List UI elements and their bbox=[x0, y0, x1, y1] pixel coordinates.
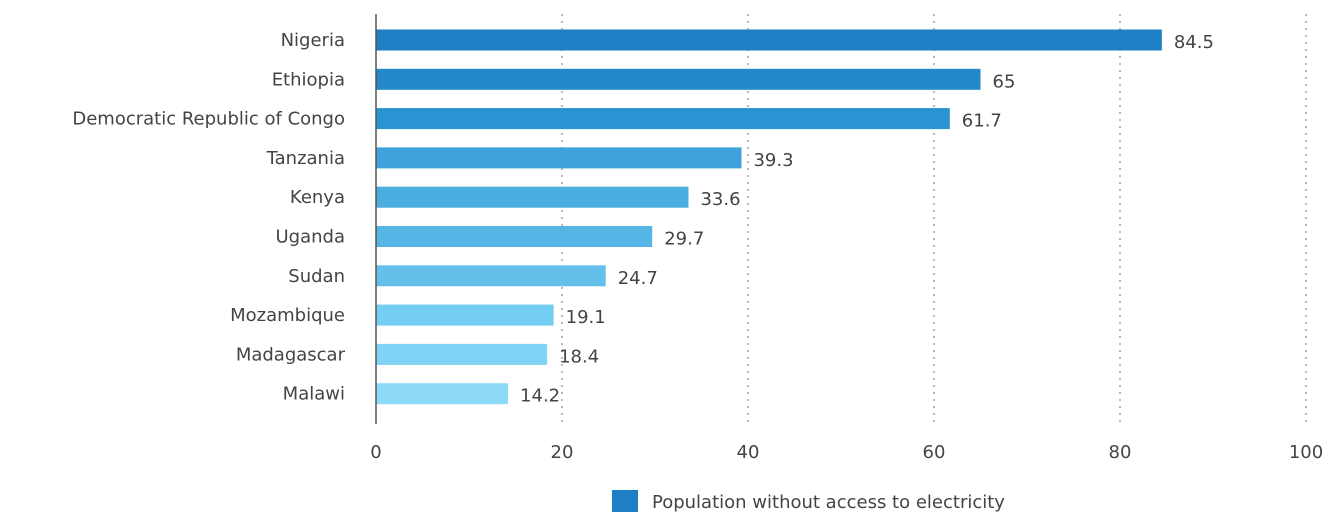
bar bbox=[376, 383, 509, 405]
category-label: Malawi bbox=[283, 384, 345, 405]
category-label: Sudan bbox=[288, 266, 345, 287]
bar bbox=[376, 29, 1162, 51]
legend-label: Population without access to electricity bbox=[652, 492, 1005, 513]
bar bbox=[376, 147, 742, 169]
category-label: Tanzania bbox=[266, 148, 345, 169]
bar bbox=[376, 186, 689, 208]
category-label: Nigeria bbox=[281, 30, 345, 51]
bars bbox=[376, 29, 1162, 405]
category-label: Madagascar bbox=[236, 344, 346, 365]
bar bbox=[376, 68, 981, 90]
category-labels: Nigeria Ethiopia Democratic Republic of Co… bbox=[72, 30, 345, 405]
value-label: 33.6 bbox=[700, 189, 740, 210]
value-label: 19.1 bbox=[566, 307, 606, 328]
category-label: Ethiopia bbox=[272, 69, 345, 90]
value-label: 24.7 bbox=[618, 268, 658, 289]
category-label: Kenya bbox=[290, 187, 345, 208]
value-label: 65 bbox=[993, 71, 1016, 92]
x-tick-label: 80 bbox=[1109, 442, 1132, 463]
category-label: Uganda bbox=[276, 227, 346, 248]
value-labels: 84.5 65 61.7 39.3 33.6 29.7 24.7 19.1 18.4 14.2 bbox=[520, 32, 1214, 407]
category-label: Democratic Republic of Congo bbox=[72, 109, 345, 130]
legend: Population without access to electricity bbox=[612, 490, 1005, 513]
x-tick-label: 100 bbox=[1289, 442, 1323, 463]
value-label: 39.3 bbox=[753, 150, 793, 171]
x-tick-label: 20 bbox=[551, 442, 574, 463]
value-label: 18.4 bbox=[559, 346, 599, 367]
bar bbox=[376, 343, 548, 365]
category-label: Mozambique bbox=[230, 305, 345, 326]
bar bbox=[376, 265, 606, 287]
x-tick-label: 40 bbox=[737, 442, 760, 463]
value-label: 29.7 bbox=[664, 229, 704, 250]
value-label: 14.2 bbox=[520, 386, 560, 407]
bar bbox=[376, 108, 950, 130]
legend-swatch bbox=[612, 490, 638, 512]
bar bbox=[376, 304, 554, 326]
value-label: 61.7 bbox=[962, 111, 1002, 132]
bar bbox=[376, 226, 653, 247]
value-label: 84.5 bbox=[1174, 32, 1214, 53]
x-axis-tick-labels: 0 20 40 60 80 100 bbox=[370, 442, 1323, 463]
x-tick-label: 60 bbox=[923, 442, 946, 463]
x-tick-label: 0 bbox=[370, 442, 381, 463]
gridlines bbox=[561, 14, 1307, 424]
